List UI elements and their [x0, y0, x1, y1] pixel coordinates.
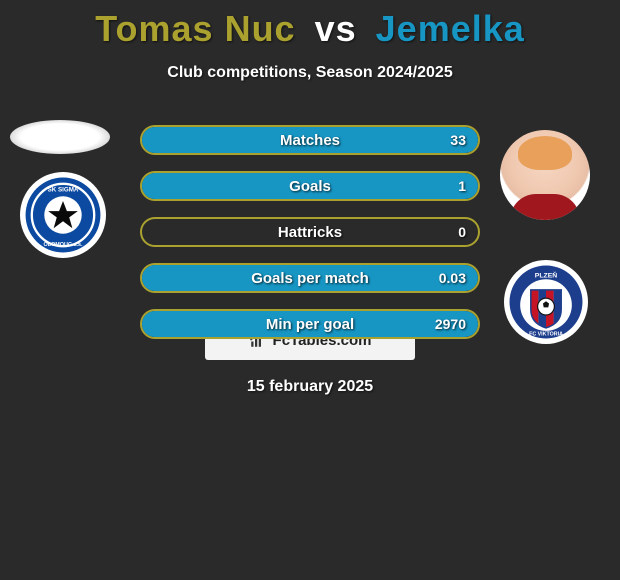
stat-value-right: 2970: [435, 311, 466, 337]
stat-label: Matches: [142, 127, 478, 153]
player2-name: Jemelka: [376, 8, 525, 49]
vs-text: vs: [315, 8, 357, 49]
player1-avatar-placeholder: [10, 120, 110, 154]
stat-value-right: 1: [458, 173, 466, 199]
viktoria-plzen-icon: PLZEŇ FC VIKTORIA: [508, 264, 584, 340]
stat-label: Min per goal: [142, 311, 478, 337]
stat-label: Goals per match: [142, 265, 478, 291]
player1-name: Tomas Nuc: [95, 8, 295, 49]
comparison-date: 15 february 2025: [0, 378, 620, 396]
stat-row: Min per goal2970: [140, 309, 480, 339]
comparison-title: Tomas Nuc vs Jemelka: [0, 0, 620, 50]
svg-text:SK SIGMA: SK SIGMA: [48, 187, 79, 194]
stat-row: Hattricks0: [140, 217, 480, 247]
sigma-olomouc-icon: SK SIGMA OLOMOUC a.s.: [24, 176, 102, 254]
stat-value-right: 33: [450, 127, 466, 153]
svg-text:OLOMOUC a.s.: OLOMOUC a.s.: [43, 242, 83, 248]
stats-rows: Matches33 Goals1 Hattricks0 Goals per match…: [140, 125, 480, 355]
stat-value-right: 0: [458, 219, 466, 245]
player2-avatar: [500, 130, 590, 220]
stat-row: Goals1: [140, 171, 480, 201]
stat-label: Hattricks: [142, 219, 478, 245]
svg-text:FC VIKTORIA: FC VIKTORIA: [529, 331, 563, 337]
player2-club-badge: PLZEŇ FC VIKTORIA: [504, 260, 588, 344]
stat-row: Matches33: [140, 125, 480, 155]
subtitle: Club competitions, Season 2024/2025: [0, 64, 620, 82]
stat-row: Goals per match0.03: [140, 263, 480, 293]
stat-value-right: 0.03: [439, 265, 466, 291]
player1-club-badge: SK SIGMA OLOMOUC a.s.: [20, 172, 106, 258]
stat-label: Goals: [142, 173, 478, 199]
svg-text:PLZEŇ: PLZEŇ: [535, 271, 557, 280]
